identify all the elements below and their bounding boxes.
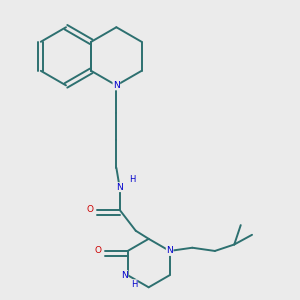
Text: O: O (86, 205, 93, 214)
Text: N: N (121, 271, 128, 280)
Text: H: H (131, 280, 137, 289)
Text: N: N (113, 81, 120, 90)
Text: H: H (129, 175, 136, 184)
Text: N: N (116, 183, 123, 192)
Text: N: N (166, 247, 173, 256)
Text: O: O (94, 247, 101, 256)
